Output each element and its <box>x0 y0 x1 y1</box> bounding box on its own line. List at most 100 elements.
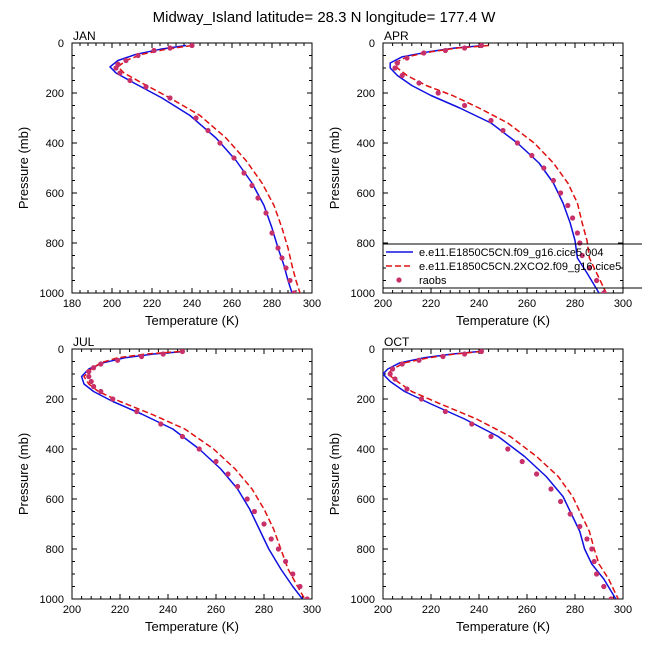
x-tick-label: 280 <box>566 604 584 616</box>
raobs-point <box>548 486 554 492</box>
series-group <box>383 349 619 599</box>
raobs-point <box>167 45 173 51</box>
raobs-point <box>541 165 547 171</box>
raobs-point <box>113 65 119 71</box>
x-tick-label: 200 <box>374 298 392 310</box>
raobs-point <box>290 571 296 577</box>
x-tick-label: 240 <box>183 298 201 310</box>
raobs-point <box>179 349 185 355</box>
raobs-point <box>488 433 494 440</box>
raobs-point <box>291 290 297 293</box>
control-series-line <box>109 44 293 293</box>
panel-apr: 200 220 240 260 280 300 0 200 400 600 800 1000 APR Te… <box>327 29 632 328</box>
raobs-point <box>442 408 448 415</box>
raobs-point <box>435 90 441 96</box>
raobs-point <box>193 115 199 121</box>
raobs-point <box>570 215 576 221</box>
raobs-point <box>268 536 274 542</box>
raobs-point <box>594 277 600 284</box>
raobs-point <box>98 361 104 367</box>
raobs-point <box>558 498 564 505</box>
raobs-point <box>442 47 448 54</box>
raobs-point <box>577 240 583 246</box>
raobs-point <box>394 60 400 66</box>
raobs-point <box>567 511 573 517</box>
raobs-point <box>167 95 173 101</box>
y-tick-label: 0 <box>58 344 64 356</box>
raobs-point <box>255 195 261 201</box>
raobs-point <box>392 65 398 71</box>
raobs-point <box>469 421 475 427</box>
raobs-point <box>115 357 121 363</box>
x-tick-label: 220 <box>143 298 161 310</box>
x-tick-label: 180 <box>63 298 81 310</box>
raobs-point <box>416 357 422 363</box>
series-group <box>80 349 310 599</box>
raobs-point <box>514 140 521 146</box>
raobs-point <box>387 371 393 377</box>
x-tick-label: 300 <box>303 298 321 310</box>
control-series-line <box>80 350 303 599</box>
raobs-point <box>91 365 97 371</box>
raobs-point <box>594 571 600 577</box>
raobs-point <box>91 383 97 390</box>
x-tick-label: 220 <box>422 604 440 616</box>
raobs-point <box>213 458 219 465</box>
raobs-point <box>462 45 468 51</box>
x-tick-label: 260 <box>518 298 536 310</box>
legend-label: e.e11.E1850C5CN.f09_g16.cice5.004 <box>419 247 604 259</box>
raobs-point <box>519 458 525 465</box>
raobs-point <box>488 117 494 124</box>
x-tick-label: 260 <box>518 604 536 616</box>
x-axis-label: Temperature (K) <box>456 313 550 328</box>
raobs-point <box>565 202 571 209</box>
control-series-line <box>389 44 600 293</box>
panel-oct: 200 220 240 260 280 300 0 200 400 600 800 1000 OCT Te… <box>327 335 632 634</box>
raobs-point <box>261 521 267 527</box>
raobs-point <box>143 84 149 90</box>
y-tick-label: 800 <box>357 544 375 556</box>
raobs-point <box>189 43 195 49</box>
raobs-point <box>577 523 583 530</box>
raobs-point <box>225 471 231 477</box>
raobs-point <box>584 536 590 542</box>
series-group <box>389 43 607 293</box>
y-tick-label: 1000 <box>40 288 64 300</box>
x-axis-label: Temperature (K) <box>145 619 239 634</box>
y-tick-label: 0 <box>369 38 375 50</box>
series-group <box>109 43 301 293</box>
y-tick-label: 0 <box>58 38 64 50</box>
raobs-point <box>244 496 250 502</box>
panels: 180 200 220 240 260 280 300 0 200 400 600 800 1000 JA… <box>16 29 632 634</box>
raobs-point <box>235 483 241 490</box>
panel-jul: 200 220 240 260 280 300 0 200 400 600 800 1000 JUL Te… <box>16 335 321 634</box>
x-axis-label: Temperature (K) <box>456 619 550 634</box>
x-tick-label: 200 <box>374 604 392 616</box>
raobs-point <box>534 471 540 477</box>
raobs-point <box>135 52 141 59</box>
raobs-point <box>500 127 506 134</box>
raobs-point <box>160 351 166 357</box>
x-tick-label: 220 <box>422 298 440 310</box>
y-tick-label: 0 <box>369 344 375 356</box>
y-tick-label: 200 <box>46 88 64 100</box>
y-tick-label: 600 <box>357 494 375 506</box>
raobs-point <box>287 277 293 284</box>
raobs-point <box>579 252 585 259</box>
y-tick-label: 800 <box>46 544 64 556</box>
x-tick-label: 220 <box>111 604 129 616</box>
raobs-point <box>117 70 123 76</box>
x-tick-label: 240 <box>159 604 177 616</box>
figure-title: Midway_Island latitude= 28.3 N longitude… <box>153 9 497 26</box>
x-tick-label: 280 <box>263 298 281 310</box>
raobs-point <box>297 583 303 590</box>
y-tick-label: 800 <box>46 238 64 250</box>
panel-title: OCT <box>384 335 410 349</box>
y-axis-label: Pressure (mb) <box>16 127 31 209</box>
raobs-point <box>591 558 597 565</box>
y-tick-label: 1000 <box>40 594 64 606</box>
plot-frame <box>71 42 313 294</box>
y-tick-label: 400 <box>357 444 375 456</box>
raobs-point <box>217 140 223 146</box>
